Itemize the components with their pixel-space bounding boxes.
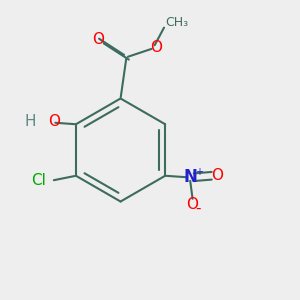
Text: -: - bbox=[195, 201, 201, 216]
Text: O: O bbox=[151, 40, 163, 55]
Text: N: N bbox=[183, 168, 197, 186]
Text: Cl: Cl bbox=[32, 173, 46, 188]
Text: O: O bbox=[92, 32, 104, 47]
Text: O: O bbox=[48, 114, 60, 129]
Text: H: H bbox=[25, 114, 36, 129]
Text: CH₃: CH₃ bbox=[166, 16, 189, 29]
Text: O: O bbox=[187, 197, 199, 212]
Text: +: + bbox=[196, 167, 203, 177]
Text: O: O bbox=[212, 168, 224, 183]
